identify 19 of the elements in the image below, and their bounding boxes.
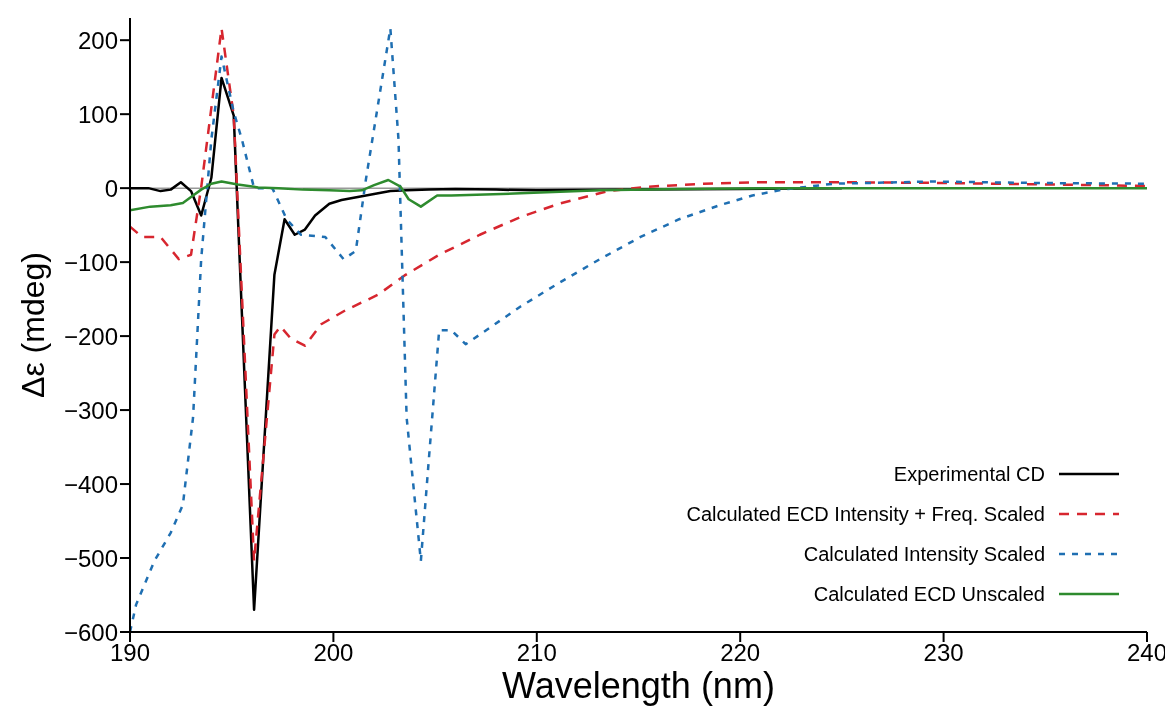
x-tick-label: 230 [923, 639, 964, 667]
x-tick-label: 220 [720, 639, 761, 667]
y-tick-label: −400 [63, 470, 118, 498]
y-tick-label: −300 [63, 396, 118, 424]
legend-label: Calculated ECD Unscaled [813, 582, 1045, 606]
y-axis-title: Δε (mdeg) [15, 252, 52, 398]
legend-label: Experimental CD [893, 462, 1045, 486]
x-axis-title: Wavelength (nm) [502, 665, 775, 706]
y-tick-label: 0 [104, 174, 118, 202]
x-tick-label: 210 [516, 639, 557, 667]
legend-label: Calculated ECD Intensity + Freq. Scaled [686, 502, 1045, 526]
y-tick-label: 200 [77, 26, 118, 54]
line-series [130, 178, 1147, 212]
y-tick-label: −500 [63, 544, 118, 572]
legend-label: Calculated Intensity Scaled [803, 542, 1045, 566]
x-tick-label: 200 [313, 639, 354, 667]
y-tick-label: 100 [77, 100, 118, 128]
y-tick-label: −200 [63, 322, 118, 350]
y-tick-label: −100 [63, 248, 118, 276]
